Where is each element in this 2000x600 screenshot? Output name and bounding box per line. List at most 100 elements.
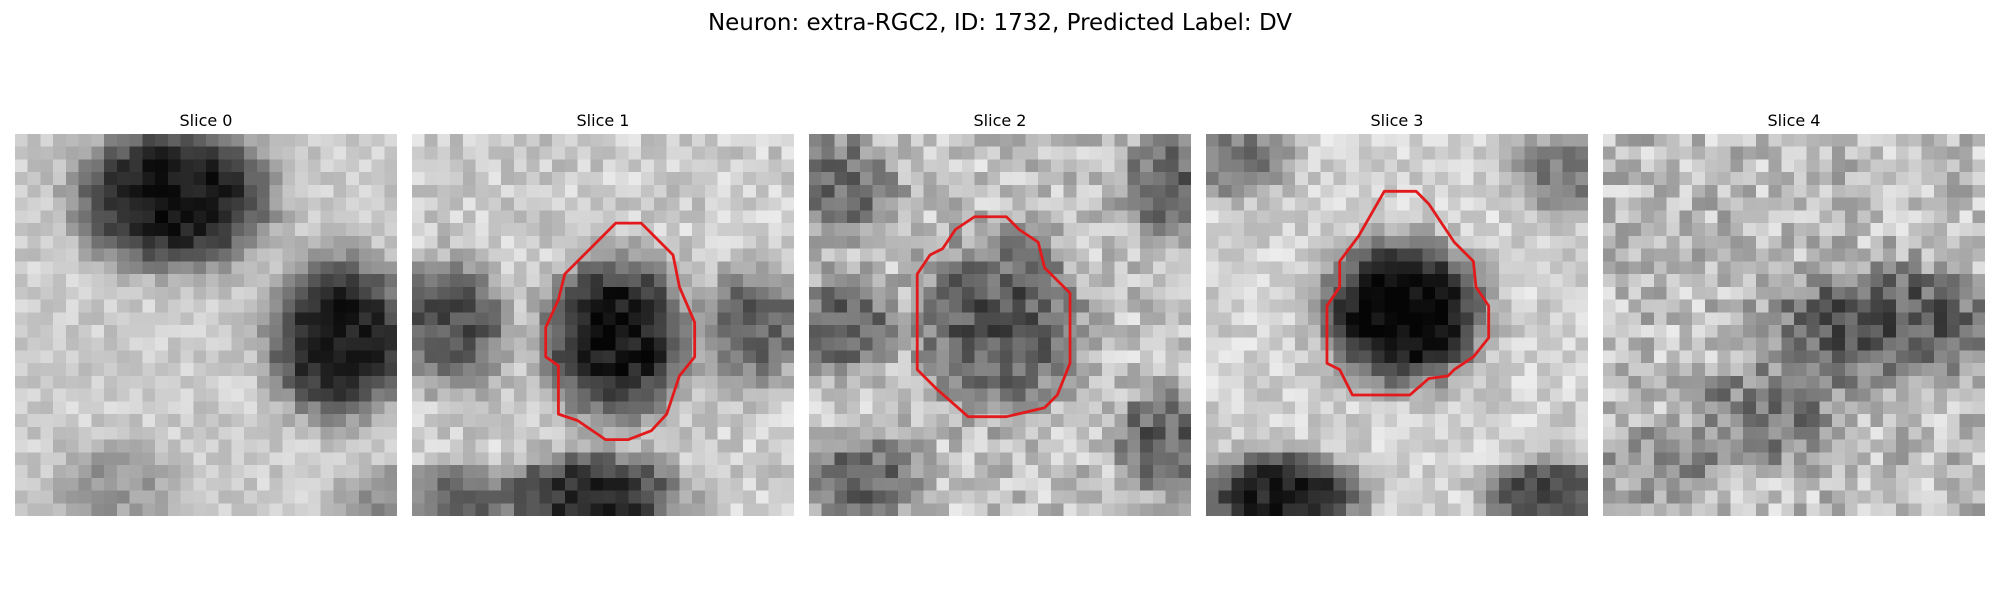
pixel xyxy=(1832,172,1846,186)
pixel xyxy=(1692,439,1706,453)
pixel xyxy=(923,337,937,351)
pixel xyxy=(116,465,131,479)
pixel xyxy=(450,426,464,441)
pixel xyxy=(437,401,451,415)
pixel xyxy=(590,248,604,262)
pixel xyxy=(949,134,963,148)
pixel xyxy=(552,439,566,453)
pixel xyxy=(692,465,706,479)
pixel xyxy=(231,184,245,199)
pixel xyxy=(1679,363,1693,377)
pixel xyxy=(590,274,604,288)
pixel xyxy=(936,325,950,339)
pixel xyxy=(155,312,169,326)
pixel xyxy=(1972,388,1985,402)
pixel xyxy=(91,134,105,148)
pixel xyxy=(462,465,477,479)
pixel xyxy=(244,299,258,313)
pixel xyxy=(1231,312,1245,326)
pixel xyxy=(155,477,169,492)
pixel xyxy=(539,248,553,262)
pixel xyxy=(1076,261,1090,275)
pixel xyxy=(180,223,194,237)
pixel xyxy=(450,274,464,288)
pixel xyxy=(1256,274,1271,288)
pixel xyxy=(65,426,80,441)
pixel xyxy=(1422,134,1436,148)
pixel xyxy=(167,426,182,441)
slice-title-2: Slice 2 xyxy=(973,111,1027,130)
pixel xyxy=(781,134,794,148)
pixel xyxy=(1435,477,1449,492)
pixel xyxy=(526,375,540,390)
pixel xyxy=(167,197,182,211)
pixel xyxy=(1781,184,1795,199)
pixel xyxy=(129,350,143,364)
pixel xyxy=(743,197,757,211)
pixel xyxy=(218,223,232,237)
pixel xyxy=(1089,439,1103,453)
pixel xyxy=(859,375,874,390)
pixel xyxy=(1012,350,1026,364)
pixel xyxy=(809,490,823,504)
pixel xyxy=(1883,274,1897,288)
pixel xyxy=(1603,172,1617,186)
pixel xyxy=(1549,414,1564,428)
pixel xyxy=(898,146,912,160)
pixel xyxy=(666,477,680,492)
pixel xyxy=(859,261,874,275)
pixel xyxy=(641,210,655,224)
pixel xyxy=(295,184,309,199)
pixel xyxy=(1666,426,1680,441)
pixel xyxy=(244,414,258,428)
pixel xyxy=(1000,337,1014,351)
pixel xyxy=(653,388,668,402)
pixel xyxy=(1794,375,1808,390)
pixel xyxy=(206,414,220,428)
pixel xyxy=(462,490,477,504)
pixel xyxy=(1628,490,1642,504)
pixel xyxy=(615,172,629,186)
pixel xyxy=(244,452,258,466)
pixel xyxy=(358,477,373,492)
pixel xyxy=(809,261,823,275)
pixel xyxy=(1127,388,1141,402)
pixel xyxy=(781,452,794,466)
pixel xyxy=(450,197,464,211)
pixel xyxy=(1435,286,1449,301)
pixel xyxy=(1152,184,1167,199)
pixel xyxy=(872,503,886,516)
pixel xyxy=(1012,439,1026,453)
pixel xyxy=(1717,235,1731,250)
pixel xyxy=(91,503,105,516)
pixel xyxy=(1140,146,1154,160)
pixel xyxy=(615,159,629,173)
pixel xyxy=(730,235,744,250)
pixel xyxy=(53,146,67,160)
pixel xyxy=(462,477,477,492)
pixel xyxy=(577,235,591,250)
pixel xyxy=(974,312,988,326)
pixel xyxy=(1895,235,1910,250)
pixel xyxy=(1755,452,1770,466)
pixel xyxy=(282,274,296,288)
pixel xyxy=(1653,426,1668,441)
pixel xyxy=(628,274,642,288)
pixel xyxy=(1959,337,1973,351)
pixel xyxy=(282,197,296,211)
pixel xyxy=(1603,375,1617,390)
pixel xyxy=(1781,337,1795,351)
pixel xyxy=(1730,363,1744,377)
pixel xyxy=(949,312,963,326)
pixel xyxy=(15,350,29,364)
pixel xyxy=(526,439,540,453)
pixel xyxy=(1934,439,1948,453)
pixel xyxy=(1946,134,1961,148)
pixel xyxy=(755,503,770,516)
pixel xyxy=(40,299,54,313)
pixel xyxy=(539,490,553,504)
pixel xyxy=(1857,452,1871,466)
pixel xyxy=(1666,261,1680,275)
pixel xyxy=(755,414,770,428)
pixel xyxy=(1012,261,1026,275)
